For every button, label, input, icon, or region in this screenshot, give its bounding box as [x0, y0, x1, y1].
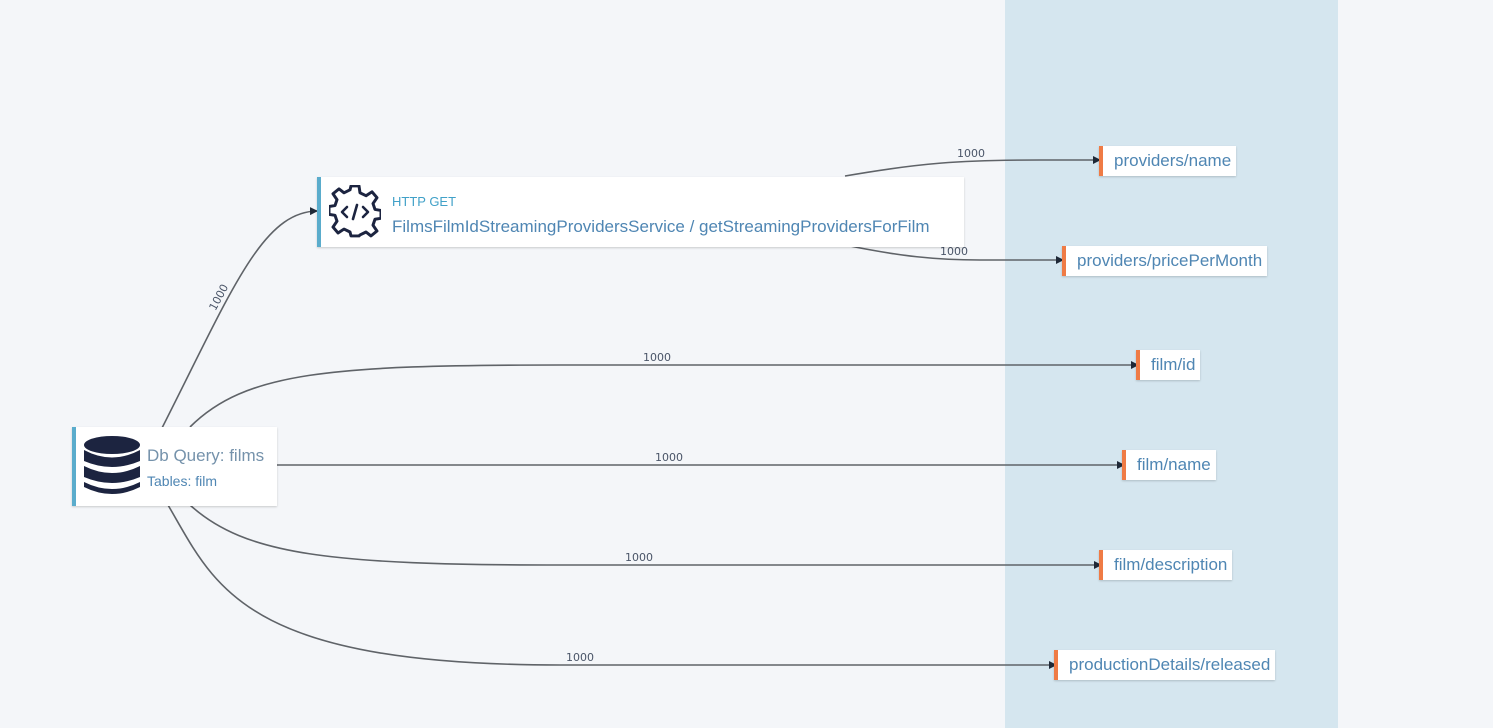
output-field-production-released[interactable]: productionDetails/released	[1054, 650, 1276, 680]
edge-db-to-production-released[interactable]: 1000	[167, 504, 1057, 669]
http-method-label: HTTP GET	[392, 194, 457, 209]
edge-http-to-providers-name[interactable]: 1000	[844, 147, 1101, 177]
edge-label: 1000	[957, 147, 985, 160]
edge-label: 1000	[655, 451, 683, 464]
http-service-node[interactable]: HTTP GET FilmsFilmIdStreamingProvidersSe…	[317, 177, 964, 247]
edge-label: 1000	[940, 245, 968, 258]
db-query-tables: Tables: film	[147, 473, 218, 489]
http-service-title: FilmsFilmIdStreamingProvidersService / g…	[392, 217, 930, 236]
gear-code-icon	[327, 184, 383, 239]
edge-db-to-film-description[interactable]: 1000	[189, 504, 1102, 569]
edge-db-to-http[interactable]: 1000	[161, 207, 318, 429]
db-query-node[interactable]: Db Query: films Tables: film	[72, 427, 277, 506]
edge-label: 1000	[643, 351, 671, 364]
output-field-film-description[interactable]: film/description	[1099, 550, 1233, 580]
output-field-providers-name[interactable]: providers/name	[1099, 146, 1237, 176]
database-icon	[82, 435, 142, 497]
db-query-title: Db Query: films	[147, 446, 265, 465]
output-field-film-name[interactable]: film/name	[1122, 450, 1216, 480]
output-field-providers-price-per-month[interactable]: providers/pricePerMonth	[1062, 246, 1268, 276]
edge-db-to-film-name[interactable]: 1000	[277, 451, 1125, 469]
edge-label: 1000	[625, 551, 653, 564]
edge-http-to-providers-price[interactable]: 1000	[849, 245, 1064, 264]
output-field-film-id[interactable]: film/id	[1136, 350, 1201, 380]
edge-label: 1000	[566, 651, 594, 664]
edge-db-to-film-id[interactable]: 1000	[189, 351, 1139, 428]
